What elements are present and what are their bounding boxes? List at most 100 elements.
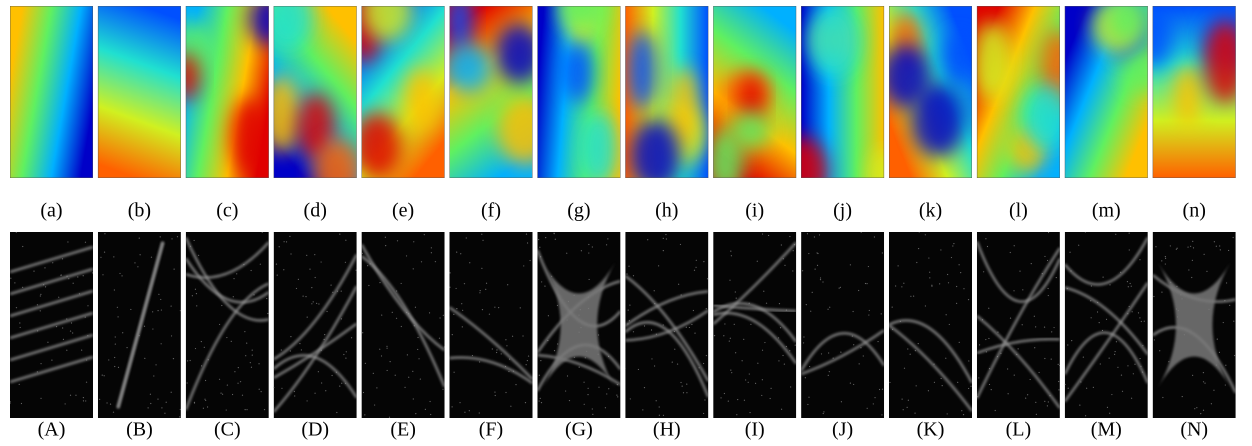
particle [449, 286, 451, 288]
particle [598, 386, 600, 388]
particle [940, 377, 942, 380]
contour-blob [185, 53, 200, 101]
contour-plot [1064, 6, 1148, 178]
particle [874, 397, 876, 399]
particle [632, 275, 635, 277]
particle [963, 288, 965, 290]
particle [736, 414, 738, 416]
particle [479, 290, 481, 292]
particle [290, 253, 292, 255]
particle [299, 343, 301, 345]
particle [464, 411, 466, 413]
particle [106, 402, 108, 404]
particle [1105, 318, 1108, 320]
particle [226, 336, 228, 339]
particle-streak [713, 241, 797, 326]
particle [997, 331, 999, 333]
particle [367, 265, 369, 267]
panel-label: (L) [1006, 419, 1032, 441]
particle [629, 398, 631, 400]
contour-blob [627, 30, 658, 110]
particle [250, 269, 252, 272]
particle [275, 263, 278, 265]
particle [339, 233, 341, 235]
particle [326, 310, 328, 313]
particle [745, 379, 747, 381]
particle [221, 304, 223, 307]
particle [653, 290, 655, 292]
particle [625, 367, 626, 369]
particle [193, 402, 196, 404]
contour-background [10, 6, 93, 178]
contour-blob [579, 111, 618, 178]
particle [419, 378, 421, 380]
particle [1129, 282, 1131, 285]
particle [967, 299, 970, 301]
particle-streak [625, 309, 709, 342]
particle [906, 406, 908, 408]
particle [730, 250, 732, 252]
particle [230, 340, 232, 343]
particle-streak [10, 245, 93, 274]
particle [306, 316, 308, 318]
image-background [1064, 232, 1148, 418]
particle [978, 377, 980, 379]
contour-blob [1173, 64, 1202, 126]
particle [653, 365, 656, 367]
particle [295, 287, 298, 290]
particle [733, 323, 735, 325]
particle [339, 385, 341, 387]
particle [77, 276, 79, 278]
particle [481, 309, 484, 311]
particle-streak [625, 290, 709, 327]
particle [730, 369, 732, 371]
particle [1044, 400, 1046, 402]
particle [802, 342, 805, 344]
particle [763, 290, 765, 292]
particle [702, 362, 705, 365]
contour-blob [1123, 51, 1148, 93]
particle [443, 346, 445, 348]
particle [191, 295, 193, 297]
particle [314, 276, 316, 279]
particle [198, 254, 200, 256]
particle [839, 286, 842, 288]
particle [388, 416, 391, 418]
particle [251, 354, 253, 356]
particle [1191, 259, 1193, 261]
particle [761, 233, 764, 235]
particle [394, 374, 396, 376]
particle [628, 265, 630, 267]
particle [931, 284, 933, 286]
particle [823, 411, 825, 413]
particle [461, 303, 463, 305]
particle [789, 235, 791, 238]
particle [1196, 407, 1198, 409]
particle [1132, 373, 1134, 375]
particle [914, 412, 916, 414]
particle [764, 341, 766, 344]
particle [261, 232, 263, 233]
particle [540, 359, 542, 362]
particle [362, 332, 364, 334]
particle [116, 306, 118, 308]
particle [743, 399, 746, 401]
particle [14, 282, 16, 284]
particle [547, 315, 549, 317]
particle [553, 233, 555, 235]
particle [692, 309, 694, 312]
particle [1109, 284, 1111, 286]
particle [867, 265, 869, 268]
particle [693, 269, 696, 271]
particle [314, 254, 316, 256]
particle [510, 405, 512, 407]
particle [1108, 357, 1110, 359]
particle [155, 364, 157, 366]
particle [153, 375, 155, 377]
particle [231, 393, 234, 396]
particle [149, 393, 151, 395]
particle [523, 265, 525, 267]
panel-label: (H) [653, 419, 681, 441]
particle-streak [801, 329, 885, 376]
particle [1046, 259, 1049, 262]
